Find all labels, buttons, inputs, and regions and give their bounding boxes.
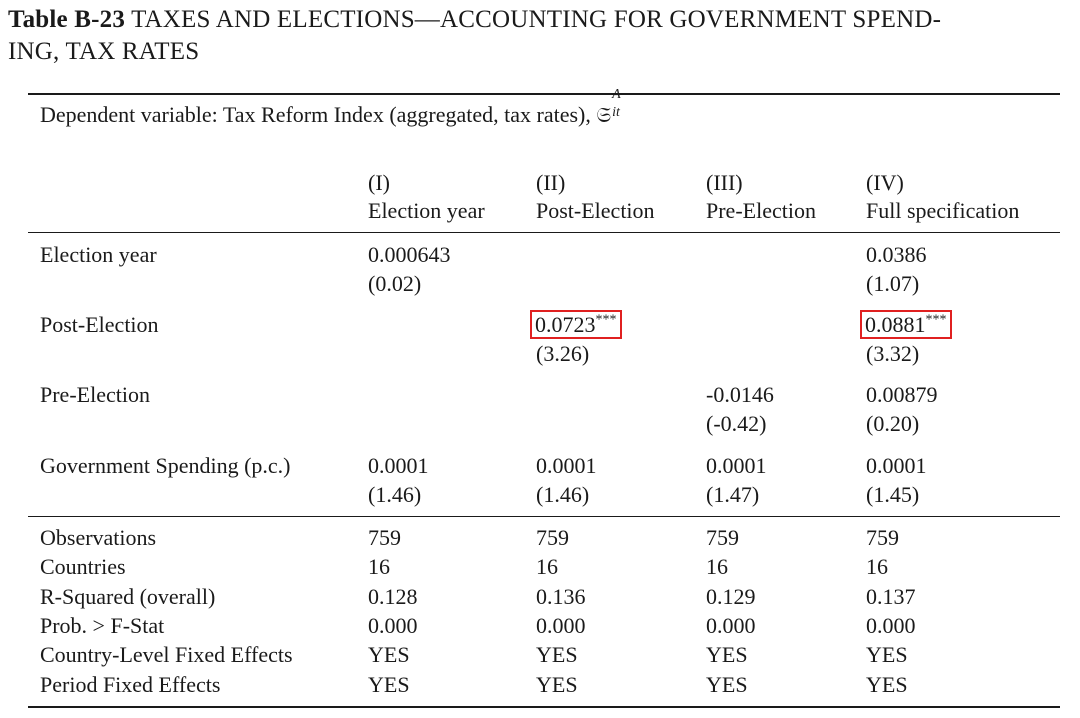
stat-value: 0.000 — [866, 612, 916, 638]
coefficient-value: 0.0001 — [866, 453, 927, 478]
t-statistic-cell: (0.20) — [866, 411, 920, 436]
coefficient-cell: 0.0723*** — [530, 310, 622, 339]
coefficient-value: 0.00879 — [866, 382, 938, 407]
stat-value: YES — [368, 642, 410, 668]
stats-rule — [28, 516, 1060, 517]
coefficient-cell: 0.0001 — [866, 451, 927, 480]
t-statistic-cell: (1.45) — [866, 482, 920, 507]
t-statistic-cell: (0.02) — [368, 271, 422, 296]
row-label: Post-Election — [40, 312, 159, 337]
dependent-variable-superscript: A — [612, 87, 621, 102]
column-numeral: (IV) — [866, 170, 904, 195]
highlighted-coefficient: 0.0723*** — [530, 310, 622, 339]
stat-value: 16 — [368, 554, 390, 580]
coefficient-number: 0.0386 — [866, 242, 927, 267]
dependent-variable-text: Dependent variable: Tax Reform Index (ag… — [40, 102, 591, 127]
coefficient-cell: 0.0386 — [866, 240, 927, 269]
coefficient-cell: 0.0001 — [368, 451, 429, 480]
t-statistic-cell: (-0.42) — [706, 411, 767, 436]
stat-value: YES — [866, 642, 908, 668]
table-caption: Table B-23 TAXES AND ELECTIONS—ACCOUNTIN… — [8, 4, 1072, 68]
coefficient-value: 0.0001 — [706, 453, 767, 478]
column-numeral: (III) — [706, 170, 743, 195]
stat-label: Observations — [40, 525, 157, 550]
significance-stars: *** — [595, 312, 617, 328]
coefficient-number: 0.0723 — [535, 312, 596, 337]
stat-label: Country-Level Fixed Effects — [40, 642, 293, 668]
bottom-rule — [28, 706, 1060, 708]
coefficient-cell: -0.0146 — [706, 380, 774, 409]
coefficient-number: 0.0881 — [865, 312, 926, 337]
column-header: Full specification — [866, 198, 1020, 223]
stat-value: 16 — [536, 554, 558, 580]
stat-value: 0.000 — [536, 612, 586, 638]
coefficient-value: -0.0146 — [706, 382, 774, 407]
stat-value: 759 — [866, 525, 899, 550]
column-numeral: (II) — [536, 170, 566, 195]
t-statistic-cell: (3.32) — [866, 341, 920, 366]
table-title-line1: TAXES AND ELECTIONS—ACCOUNTING FOR GOVER… — [131, 6, 942, 33]
coefficient-number: 0.0001 — [866, 453, 927, 478]
t-statistic-cell: (1.07) — [866, 271, 920, 296]
stat-value: 759 — [368, 525, 401, 550]
stat-value: YES — [866, 671, 908, 697]
row-label: Election year — [40, 242, 157, 267]
coefficient-number: 0.0001 — [536, 453, 597, 478]
coefficient-number: 0.00879 — [866, 382, 938, 407]
coefficient-value: 0.0001 — [368, 453, 429, 478]
stat-value: 0.000 — [368, 612, 418, 638]
header-rule — [28, 232, 1060, 233]
dependent-variable-note: Dependent variable: Tax Reform Index (ag… — [40, 88, 627, 130]
stat-value: 0.137 — [866, 583, 916, 609]
column-header: Election year — [368, 198, 485, 223]
coefficient-number: 0.0001 — [368, 453, 429, 478]
stat-label: R-Squared (overall) — [40, 583, 216, 609]
stat-value: 16 — [706, 554, 728, 580]
column-header: Pre-Election — [706, 198, 816, 223]
stat-label: Prob. > F-Stat — [40, 612, 165, 638]
coefficient-number: 0.0001 — [706, 453, 767, 478]
coefficient-cell: 0.0881*** — [860, 310, 952, 339]
stat-value: 759 — [706, 525, 739, 550]
t-statistic-cell: (1.46) — [536, 482, 590, 507]
coefficient-cell: 0.00879 — [866, 380, 938, 409]
stat-value: YES — [368, 671, 410, 697]
stat-value: 16 — [866, 554, 888, 580]
coefficient-number: 0.000643 — [368, 242, 451, 267]
stat-label: Countries — [40, 554, 126, 580]
stat-value: YES — [536, 642, 578, 668]
t-statistic-cell: (1.47) — [706, 482, 760, 507]
stat-value: 0.136 — [536, 583, 586, 609]
stat-value: 0.128 — [368, 583, 418, 609]
coefficient-cell: 0.000643 — [368, 240, 451, 269]
t-statistic-cell: (1.46) — [368, 482, 422, 507]
row-label: Pre-Election — [40, 382, 150, 407]
stat-value: YES — [536, 671, 578, 697]
top-rule — [28, 93, 1060, 95]
coefficient-value: 0.0386 — [866, 242, 927, 267]
column-header: Post-Election — [536, 198, 655, 223]
stat-value: 0.129 — [706, 583, 756, 609]
table-label: Table B-23 — [8, 6, 126, 33]
dependent-variable-subscript: it — [612, 105, 620, 120]
dependent-variable-symbol: 𝔖 — [596, 103, 612, 127]
coefficient-value: 0.0001 — [536, 453, 597, 478]
column-numeral: (I) — [368, 170, 390, 195]
stat-value: 759 — [536, 525, 569, 550]
stat-value: 0.000 — [706, 612, 756, 638]
significance-stars: *** — [925, 312, 947, 328]
table-title-line2: ING, TAX RATES — [8, 38, 200, 65]
coefficient-number: -0.0146 — [706, 382, 774, 407]
coefficient-cell: 0.0001 — [536, 451, 597, 480]
coefficient-value: 0.000643 — [368, 242, 451, 267]
stat-value: YES — [706, 671, 748, 697]
coefficient-cell: 0.0001 — [706, 451, 767, 480]
stat-label: Period Fixed Effects — [40, 671, 221, 697]
row-label: Government Spending (p.c.) — [40, 453, 291, 478]
highlighted-coefficient: 0.0881*** — [860, 310, 952, 339]
t-statistic-cell: (3.26) — [536, 341, 590, 366]
stat-value: YES — [706, 642, 748, 668]
